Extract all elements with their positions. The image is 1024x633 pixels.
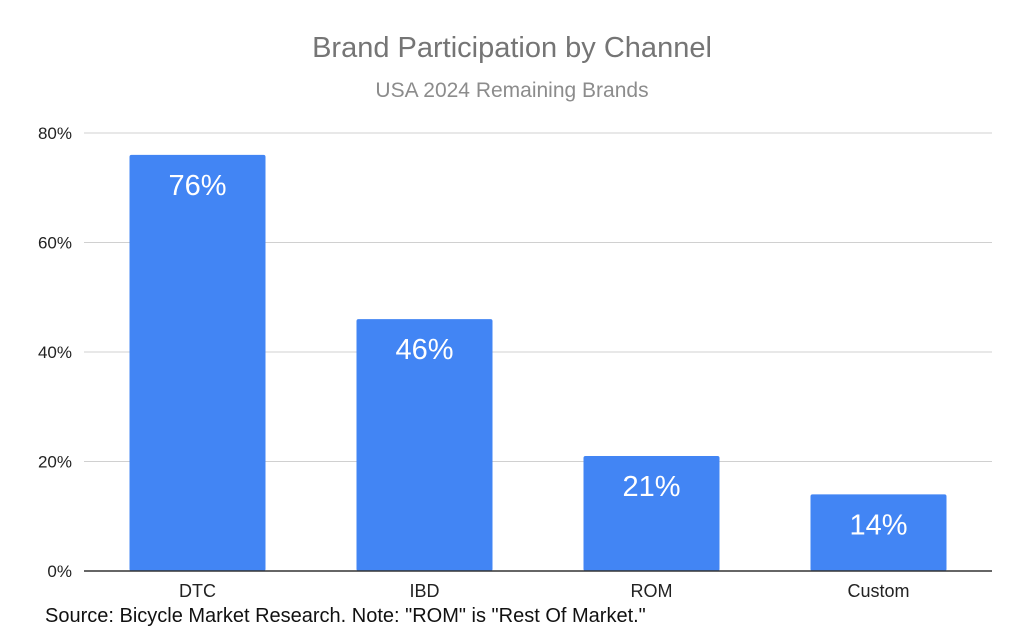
data-label-rom: 21% (622, 471, 680, 503)
bar-chart: Brand Participation by Channel USA 2024 … (38, 32, 992, 600)
y-tick-label: 20% (38, 453, 72, 472)
x-tick-label: ROM (631, 581, 673, 600)
y-tick-label: 60% (38, 234, 72, 253)
y-axis-ticks: 0% 20% 40% 60% 80% (38, 124, 72, 581)
y-tick-label: 40% (38, 343, 72, 362)
chart-title: Brand Participation by Channel (312, 32, 712, 64)
data-label-dtc: 76% (168, 170, 226, 202)
source-note: Source: Bicycle Market Research. Note: "… (45, 605, 646, 627)
data-label-ibd: 46% (395, 334, 453, 366)
x-axis-ticks: DTC IBD ROM Custom (179, 581, 910, 600)
bars (129, 154, 947, 571)
chart-subtitle: USA 2024 Remaining Brands (375, 79, 648, 102)
x-tick-label: DTC (179, 581, 216, 600)
data-label-custom: 14% (849, 509, 907, 541)
x-tick-label: IBD (409, 581, 439, 600)
data-labels: 76% 46% 21% 14% (168, 170, 907, 541)
y-tick-label: 0% (47, 562, 72, 581)
bar-rom (583, 456, 720, 571)
x-tick-label: Custom (847, 581, 909, 600)
bar-dtc (129, 154, 266, 571)
bar-ibd (356, 319, 493, 571)
y-tick-label: 80% (38, 124, 72, 143)
bar-custom (810, 494, 947, 571)
